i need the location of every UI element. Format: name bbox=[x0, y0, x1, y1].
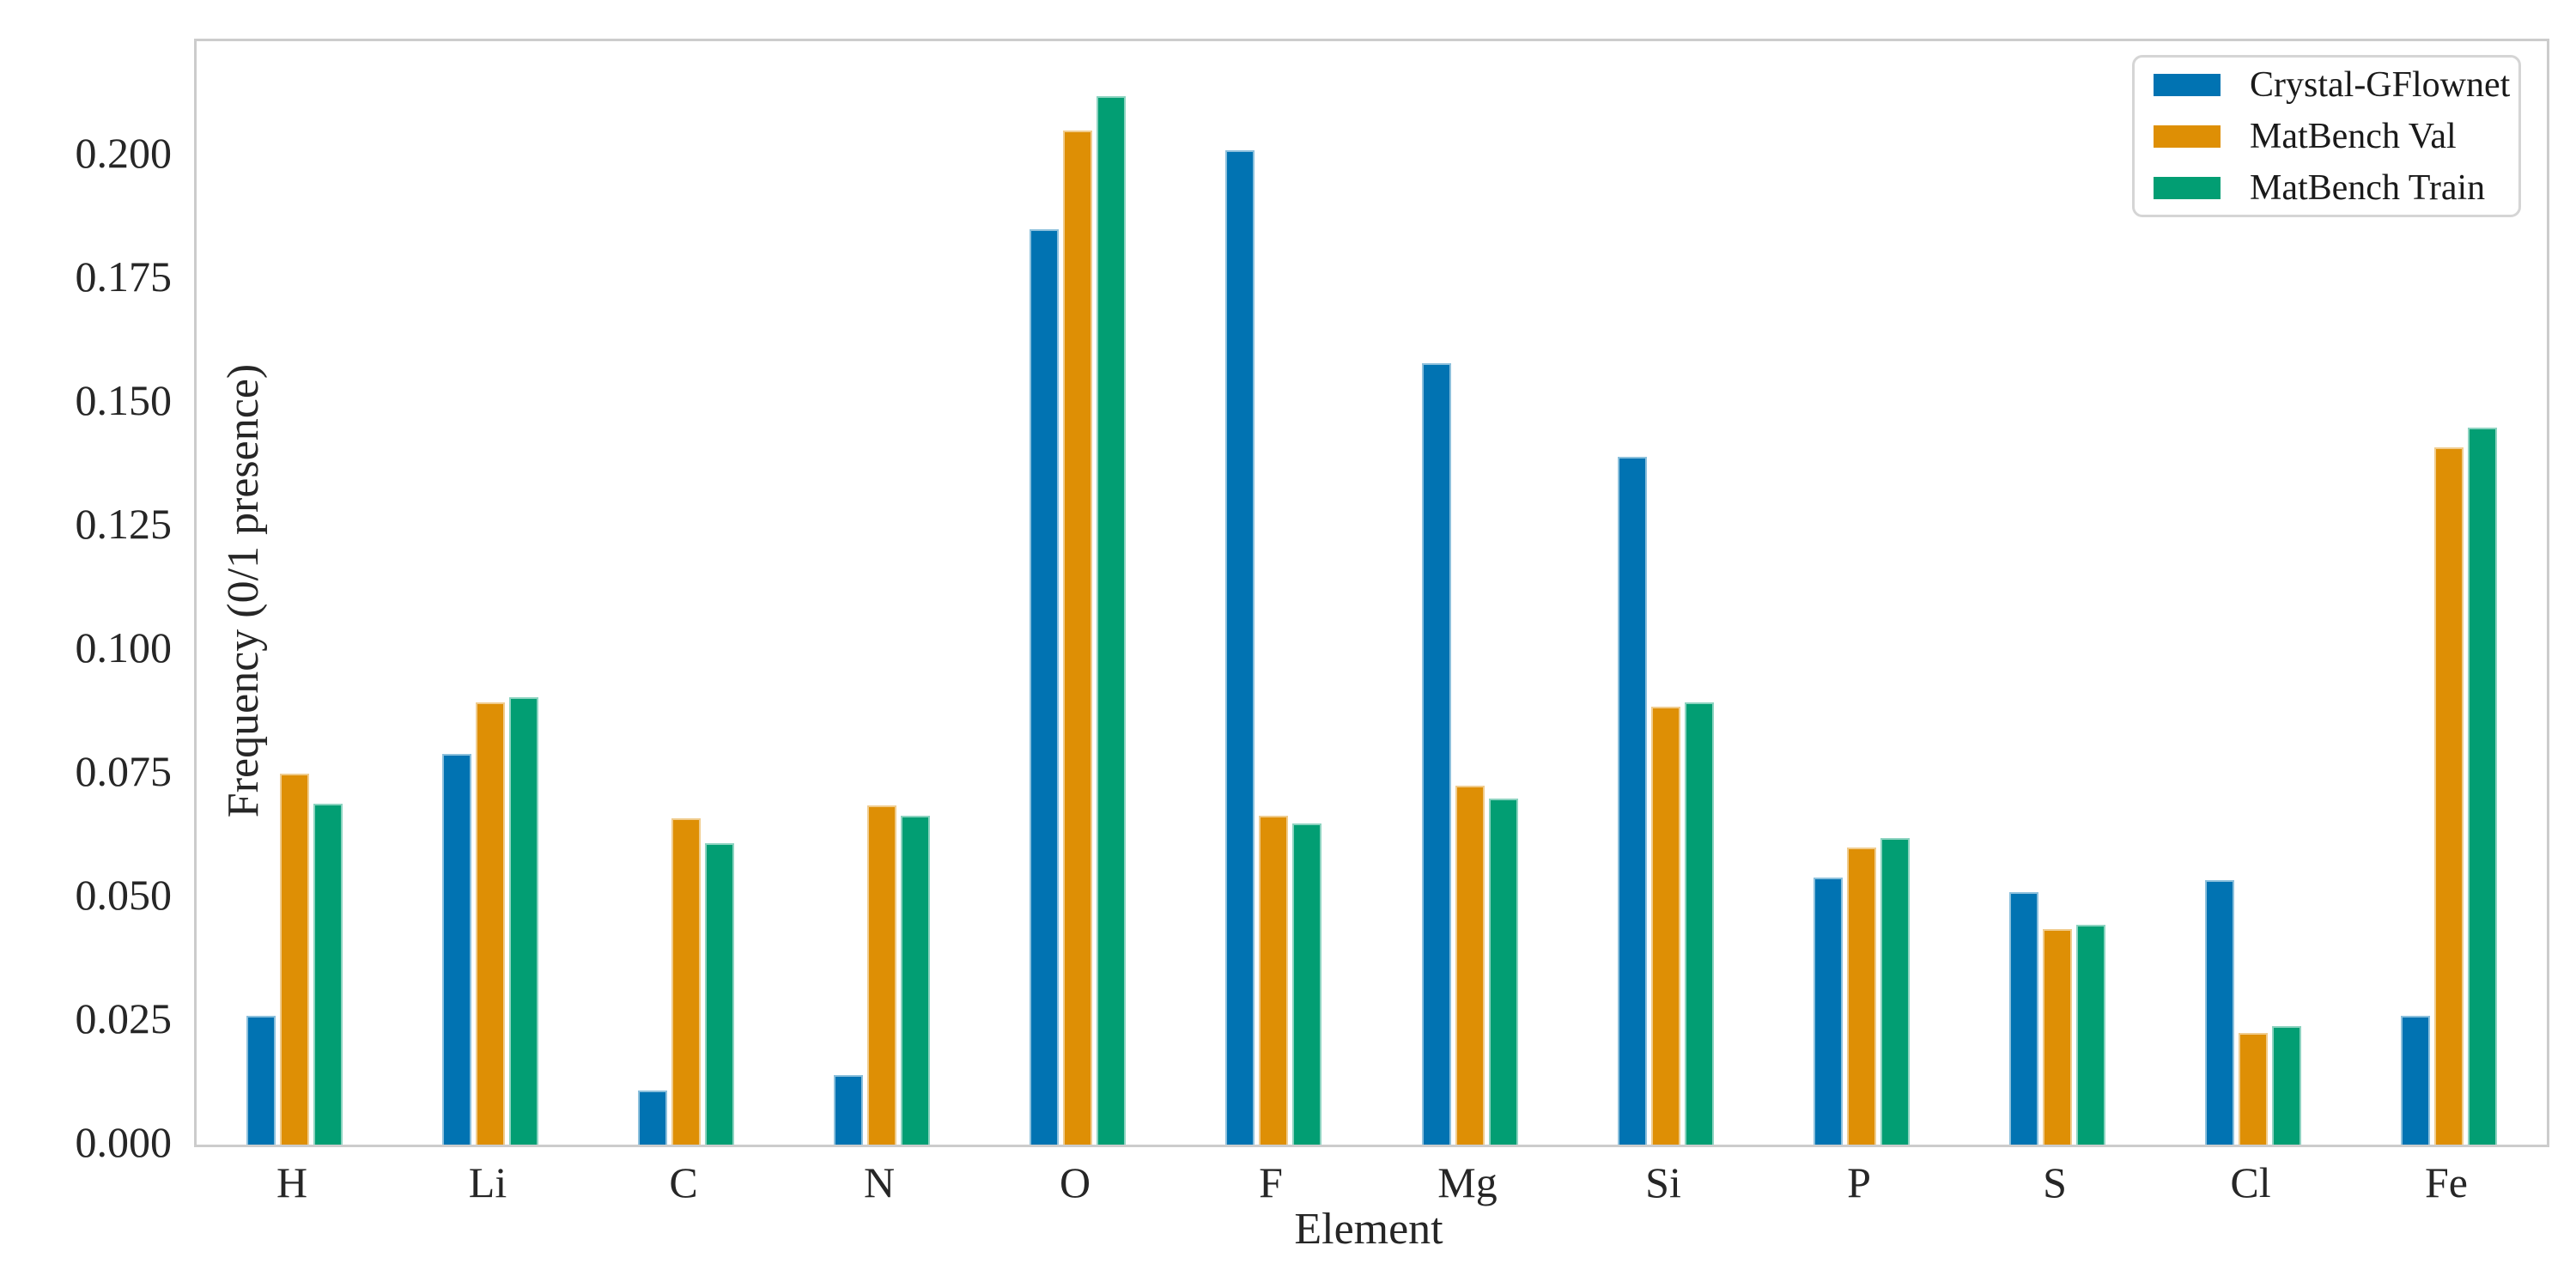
legend: Crystal-GFlownet MatBench Val MatBench T… bbox=[2132, 55, 2521, 217]
bar-N-matbench-train bbox=[901, 816, 931, 1145]
x-tick-label-S: S bbox=[2043, 1158, 2067, 1206]
y-axis-label: Frequency (0/1 presence) bbox=[219, 363, 269, 818]
x-tick-label-N: N bbox=[863, 1158, 896, 1206]
y-tick-label: 0.075 bbox=[75, 747, 173, 795]
bar-Cl-matbench-train bbox=[2271, 1026, 2301, 1145]
bar-O-crystal-gflownet bbox=[1030, 229, 1060, 1145]
legend-item-crystal-gflownet: Crystal-GFlownet bbox=[2154, 65, 2518, 105]
y-tick-label: 0.175 bbox=[75, 252, 173, 301]
bar-N-crystal-gflownet bbox=[834, 1075, 864, 1145]
bar-Si-matbench-val bbox=[1650, 707, 1680, 1145]
bar-H-matbench-train bbox=[313, 804, 343, 1145]
bar-Li-matbench-train bbox=[509, 697, 539, 1145]
bar-Cl-matbench-val bbox=[2238, 1033, 2268, 1145]
legend-item-matbench-val: MatBench Val bbox=[2154, 117, 2518, 156]
bar-Fe-matbench-train bbox=[2467, 428, 2497, 1145]
x-tick-label-O: O bbox=[1059, 1158, 1091, 1206]
y-tick-label: 0.150 bbox=[75, 376, 173, 424]
y-tick-label: 0.100 bbox=[75, 623, 173, 671]
x-tick-label-P: P bbox=[1847, 1158, 1871, 1206]
bar-F-matbench-train bbox=[1292, 823, 1322, 1145]
bar-F-matbench-val bbox=[1259, 816, 1289, 1145]
legend-swatch-green bbox=[2154, 176, 2221, 199]
bar-Si-matbench-train bbox=[1684, 702, 1714, 1145]
legend-label: MatBench Val bbox=[2250, 116, 2457, 156]
bar-C-matbench-train bbox=[705, 843, 735, 1145]
bar-O-matbench-val bbox=[1063, 131, 1093, 1145]
x-tick-label-H: H bbox=[276, 1158, 308, 1206]
bar-Mg-matbench-train bbox=[1488, 799, 1518, 1145]
bar-P-matbench-train bbox=[1880, 838, 1910, 1145]
bar-Fe-matbench-val bbox=[2433, 447, 2464, 1145]
bar-C-matbench-val bbox=[671, 818, 702, 1145]
bar-Fe-crystal-gflownet bbox=[2400, 1016, 2430, 1145]
bar-P-matbench-val bbox=[1846, 848, 1876, 1145]
legend-item-matbench-train: MatBench Train bbox=[2154, 168, 2518, 208]
x-tick-label-F: F bbox=[1259, 1158, 1283, 1206]
x-tick-label-Mg: Mg bbox=[1437, 1158, 1498, 1206]
plot-area bbox=[194, 39, 2549, 1147]
bar-F-crystal-gflownet bbox=[1225, 150, 1255, 1145]
bar-S-crystal-gflownet bbox=[2008, 892, 2038, 1145]
y-tick-label: 0.200 bbox=[75, 129, 173, 177]
bar-Cl-crystal-gflownet bbox=[2204, 880, 2234, 1145]
bar-H-crystal-gflownet bbox=[246, 1016, 276, 1145]
y-tick-label: 0.025 bbox=[75, 994, 173, 1042]
bar-N-matbench-val bbox=[867, 805, 897, 1145]
legend-swatch-orange bbox=[2154, 125, 2221, 148]
x-tick-label-Fe: Fe bbox=[2425, 1158, 2468, 1206]
legend-label: MatBench Train bbox=[2250, 167, 2486, 208]
y-tick-label: 0.050 bbox=[75, 871, 173, 919]
y-tick-label: 0.000 bbox=[75, 1118, 173, 1166]
x-tick-label-Li: Li bbox=[468, 1158, 507, 1206]
y-tick-label: 0.125 bbox=[75, 500, 173, 548]
bar-C-crystal-gflownet bbox=[638, 1091, 668, 1145]
bar-Li-matbench-val bbox=[476, 702, 506, 1145]
legend-swatch-blue bbox=[2154, 73, 2221, 96]
bar-Mg-matbench-val bbox=[1455, 786, 1485, 1145]
bar-Li-crystal-gflownet bbox=[442, 754, 472, 1145]
bar-O-matbench-train bbox=[1097, 96, 1127, 1145]
legend-label: Crystal-GFlownet bbox=[2250, 64, 2511, 105]
bar-S-matbench-val bbox=[2042, 929, 2072, 1145]
x-tick-label-C: C bbox=[669, 1158, 698, 1206]
bar-S-matbench-train bbox=[2075, 925, 2105, 1145]
bar-Mg-crystal-gflownet bbox=[1421, 363, 1451, 1145]
bar-H-matbench-val bbox=[280, 774, 310, 1145]
y-axis-tick-labels: 0.000 0.025 0.050 0.075 0.100 0.125 0.150 0.175… bbox=[0, 0, 173, 1288]
x-axis-label: Element bbox=[1294, 1205, 1443, 1254]
bar-P-crystal-gflownet bbox=[1813, 878, 1843, 1145]
bar-Si-crystal-gflownet bbox=[1617, 457, 1647, 1145]
x-tick-label-Si: Si bbox=[1645, 1158, 1681, 1206]
x-tick-label-Cl: Cl bbox=[2230, 1158, 2271, 1206]
